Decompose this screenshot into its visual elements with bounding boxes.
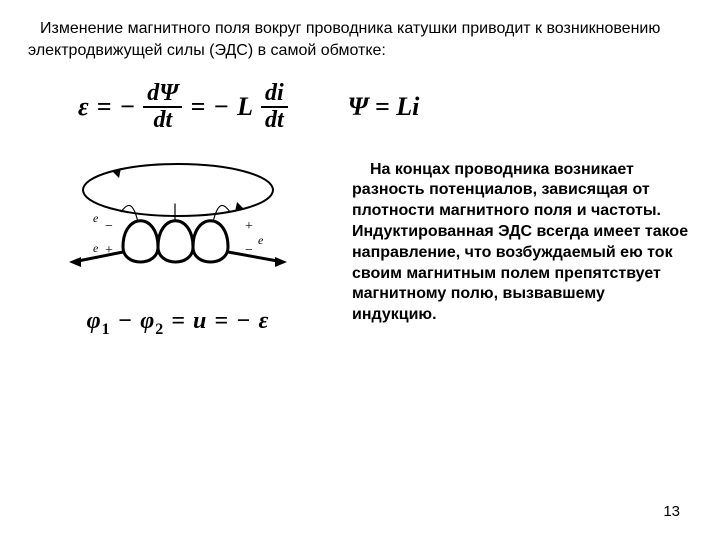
- L-symbol: L: [237, 92, 253, 122]
- svg-text:e: e: [93, 211, 99, 225]
- left-column: + − − + e e e φ1 − φ2 = u = − ε: [28, 152, 328, 339]
- emf-formula: ε = − dΨ dt = − L di dt: [78, 81, 288, 133]
- lower-area: + − − + e e e φ1 − φ2 = u = − ε На конца…: [28, 152, 692, 339]
- coil-diagram: + − − + e e e: [63, 152, 293, 292]
- potential-difference-formula: φ1 − φ2 = u = − ε: [87, 308, 270, 339]
- minus-1: −: [120, 92, 136, 122]
- minus-2: −: [213, 92, 229, 122]
- svg-text:−: −: [245, 243, 253, 258]
- svg-text:+: +: [105, 243, 113, 258]
- fraction-di-dt: di dt: [261, 81, 288, 133]
- intro-paragraph: Изменение магнитного поля вокруг проводн…: [28, 18, 692, 61]
- epsilon-symbol: ε: [78, 92, 89, 122]
- svg-text:+: +: [245, 219, 253, 234]
- fraction-dpsi-dt: dΨ dt: [143, 81, 182, 133]
- equals-2: =: [190, 92, 205, 122]
- formula-row: ε = − dΨ dt = − L di dt Ψ = Li: [28, 81, 692, 133]
- explanation-text: На концах проводника возникает разность …: [352, 152, 692, 339]
- page-number: 13: [663, 503, 680, 520]
- flux-formula: Ψ = Li: [348, 92, 420, 122]
- equals-1: =: [97, 92, 112, 122]
- svg-text:e: e: [93, 241, 99, 255]
- svg-text:−: −: [105, 219, 113, 234]
- svg-text:e: e: [258, 233, 264, 247]
